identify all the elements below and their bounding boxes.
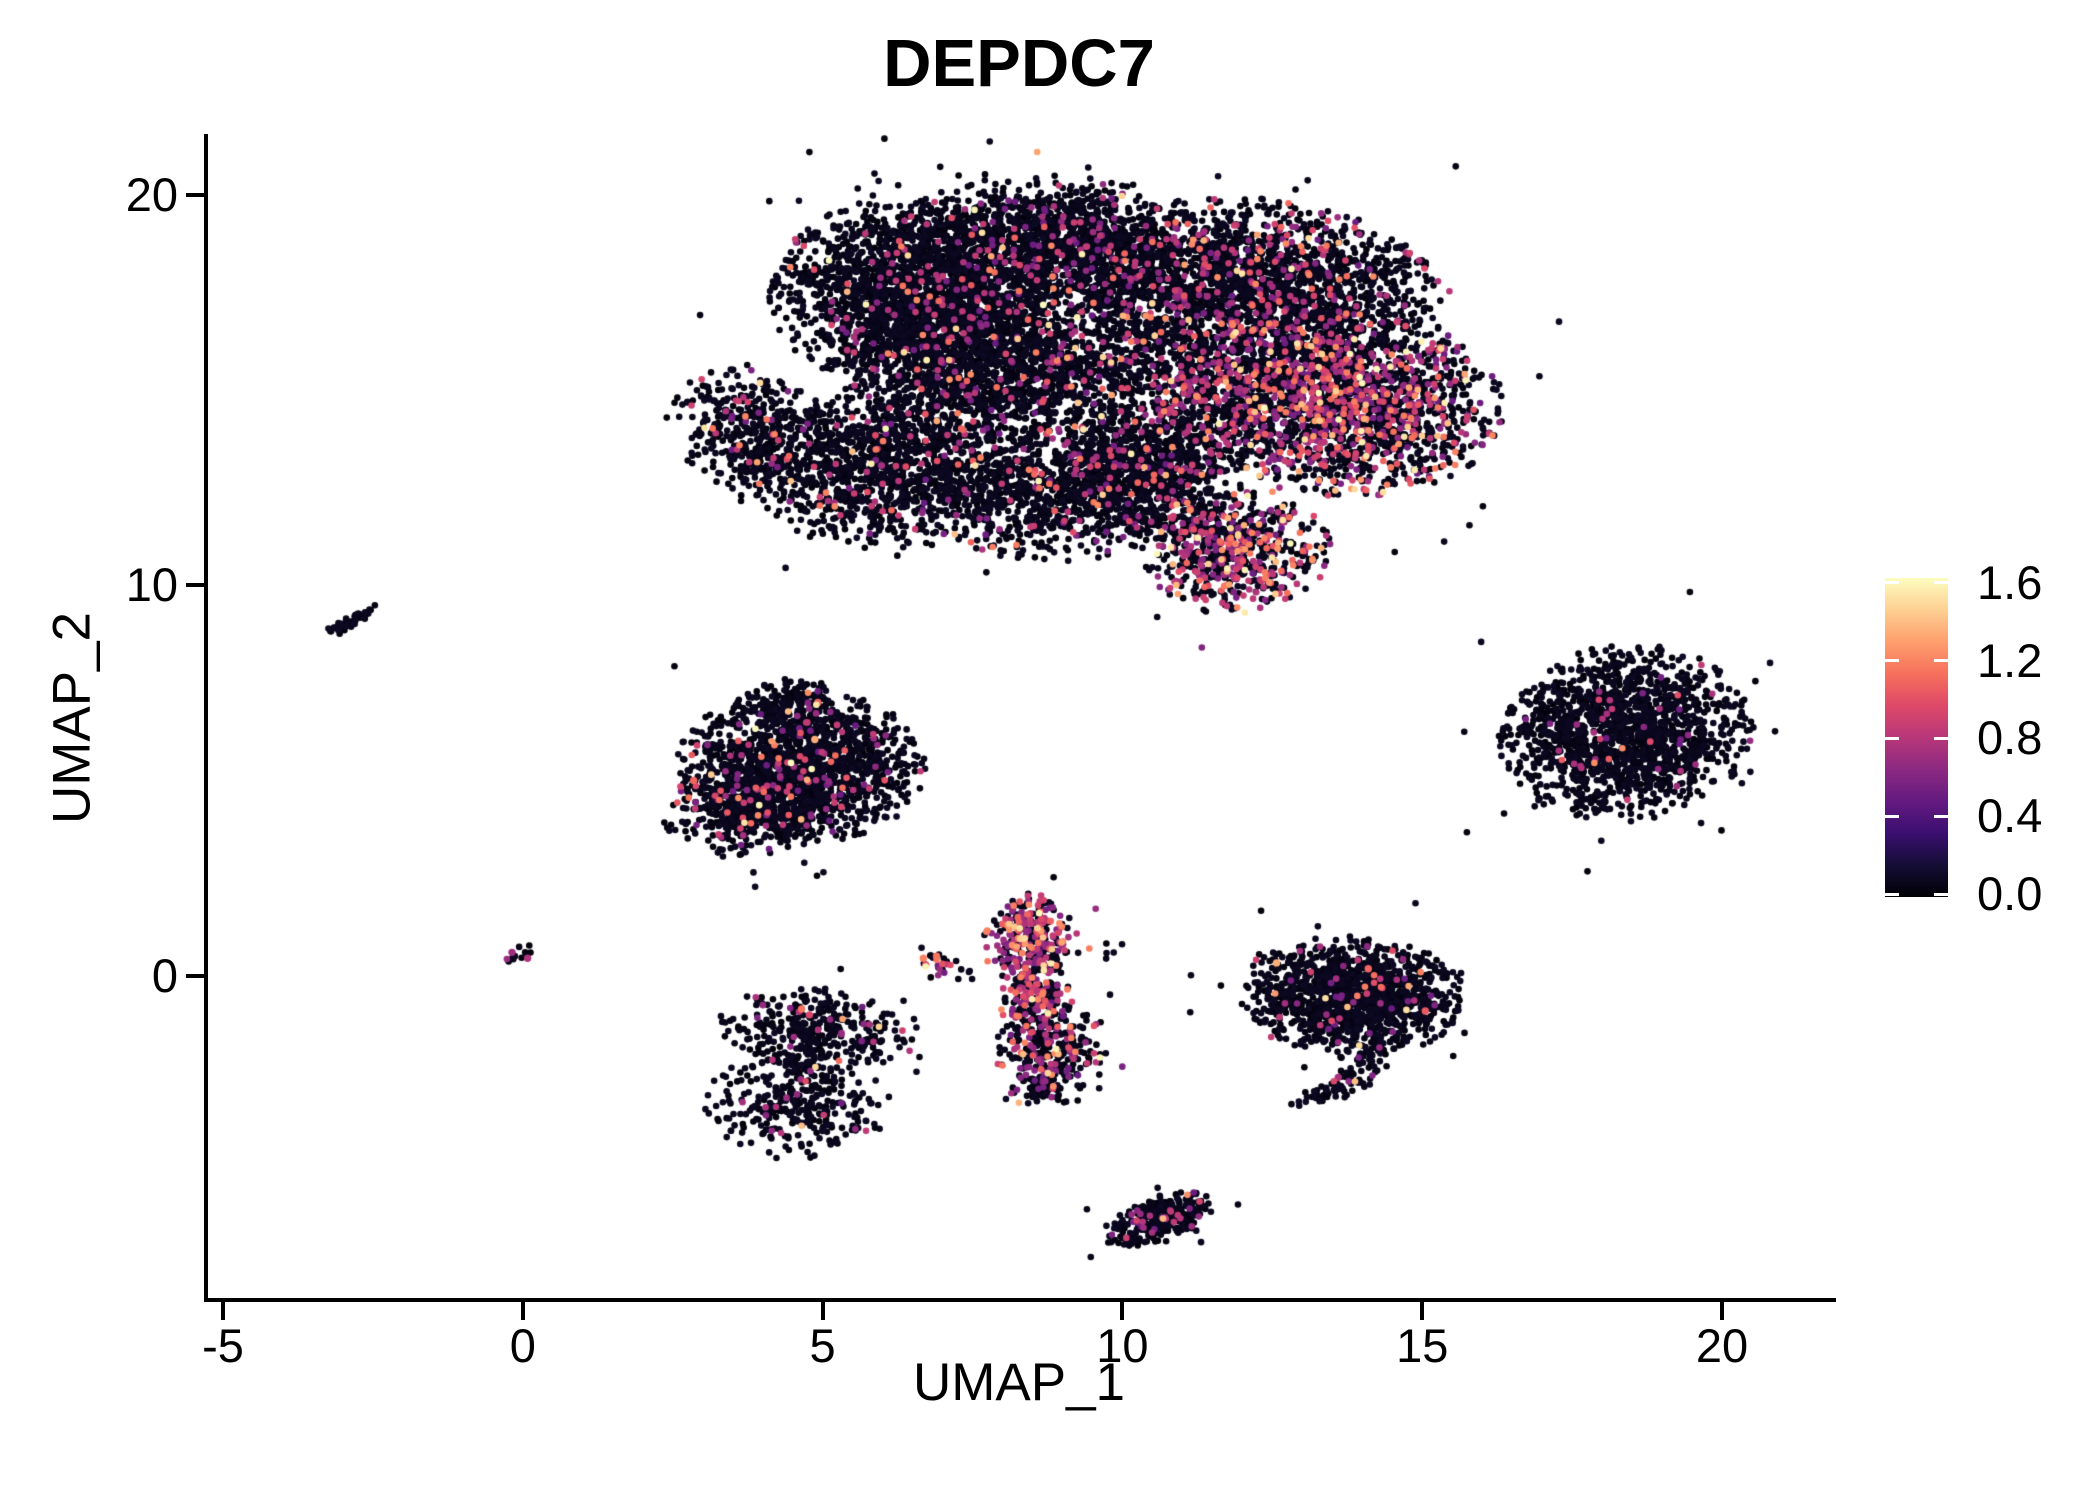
colorbar-tick-label: 0.0 bbox=[1977, 867, 2043, 921]
x-tick-label: 10 bbox=[1096, 1319, 1149, 1372]
colorbar-tick bbox=[1934, 659, 1948, 663]
y-tick-label: 0 bbox=[151, 948, 178, 1002]
colorbar-tick bbox=[1885, 736, 1899, 740]
colorbar-tick-label: 1.2 bbox=[1977, 633, 2043, 687]
x-axis-title: UMAP_1 bbox=[912, 1353, 1126, 1412]
y-axis-title: UMAP_2 bbox=[42, 611, 102, 825]
colorbar-tick bbox=[1885, 892, 1899, 896]
y-tick-label: 20 bbox=[125, 167, 178, 221]
x-axis-line bbox=[204, 1298, 1836, 1302]
x-tick-label: 0 bbox=[509, 1319, 536, 1372]
colorbar-tick bbox=[1934, 581, 1948, 585]
y-tick-label: 10 bbox=[125, 558, 178, 612]
colorbar-tick bbox=[1934, 814, 1948, 818]
x-tick-label: 5 bbox=[809, 1319, 836, 1372]
colorbar-tick-label: 1.6 bbox=[1977, 555, 2043, 609]
y-tick bbox=[186, 973, 204, 978]
x-tick-label: 15 bbox=[1396, 1319, 1449, 1372]
x-tick bbox=[820, 1302, 825, 1320]
x-tick-label: -5 bbox=[202, 1319, 244, 1372]
x-tick-label: 20 bbox=[1695, 1319, 1749, 1372]
x-tick bbox=[220, 1302, 225, 1320]
y-tick bbox=[186, 583, 204, 588]
x-tick bbox=[1120, 1302, 1125, 1320]
colorbar-tick bbox=[1885, 814, 1899, 818]
colorbar-tick bbox=[1885, 581, 1899, 585]
x-tick bbox=[1720, 1302, 1725, 1320]
y-tick bbox=[186, 192, 204, 197]
colorbar-tick bbox=[1885, 659, 1899, 663]
y-axis-line bbox=[204, 134, 208, 1302]
colorbar-tick-label: 0.8 bbox=[1977, 711, 2043, 765]
colorbar-tick-label: 0.4 bbox=[1977, 789, 2043, 843]
colorbar-tick bbox=[1934, 892, 1948, 896]
x-tick bbox=[520, 1302, 525, 1320]
colorbar-tick bbox=[1934, 736, 1948, 740]
x-tick bbox=[1420, 1302, 1425, 1320]
plot-title: DEPDC7 bbox=[883, 26, 1155, 101]
